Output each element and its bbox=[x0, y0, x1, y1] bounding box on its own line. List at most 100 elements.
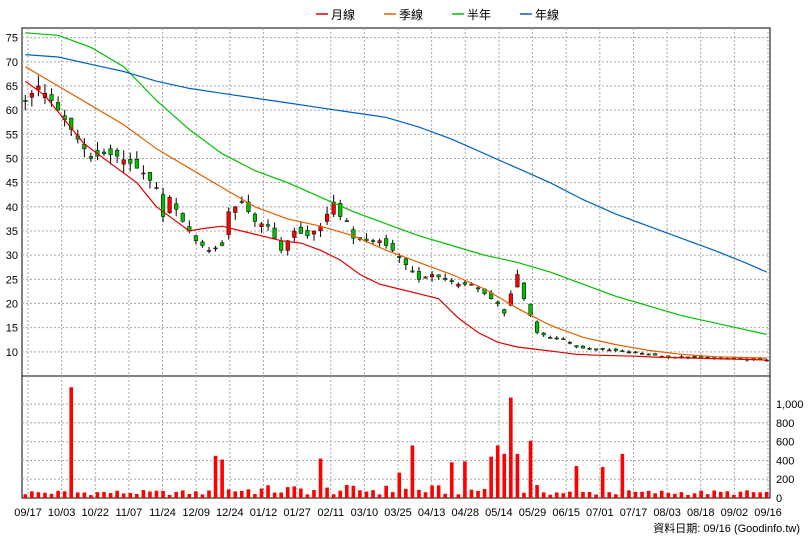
ma-line bbox=[25, 54, 767, 273]
candle-body bbox=[305, 230, 310, 237]
price-tick-label: 20 bbox=[6, 299, 18, 311]
price-tick-label: 60 bbox=[6, 105, 18, 117]
volume-bar bbox=[187, 494, 192, 498]
candle-body bbox=[285, 240, 290, 251]
candle-body bbox=[541, 332, 546, 336]
candle-body bbox=[390, 243, 395, 251]
volume-bar bbox=[620, 453, 625, 498]
x-tick-label: 08/18 bbox=[687, 507, 715, 519]
ma-line bbox=[25, 32, 767, 335]
candle-body bbox=[462, 282, 467, 285]
volume-bar bbox=[574, 466, 579, 498]
volume-bar bbox=[581, 491, 585, 498]
volume-panel bbox=[21, 375, 771, 499]
candle-body bbox=[56, 102, 61, 111]
x-tick-label: 03/25 bbox=[384, 507, 412, 519]
price-panel bbox=[21, 27, 771, 377]
volume-bar bbox=[253, 494, 257, 498]
volume-tick-label: 800 bbox=[776, 418, 794, 430]
volume-bar bbox=[207, 490, 211, 498]
volume-bar bbox=[279, 492, 283, 498]
price-tick-label: 55 bbox=[6, 129, 18, 141]
candle-body bbox=[574, 345, 579, 348]
volume-bar bbox=[174, 491, 178, 498]
candle-body bbox=[607, 349, 612, 352]
x-tick-label: 10/22 bbox=[82, 507, 110, 519]
volume-bar bbox=[23, 494, 28, 498]
volume-bar bbox=[666, 492, 671, 498]
candle-body bbox=[613, 348, 618, 351]
volume-bar bbox=[56, 490, 60, 498]
candle-body bbox=[239, 201, 244, 203]
volume-bar bbox=[535, 485, 539, 498]
price-tick-label: 65 bbox=[6, 81, 18, 93]
x-tick-label: 07/01 bbox=[586, 507, 614, 519]
candle-body bbox=[213, 247, 218, 250]
candle-body bbox=[620, 350, 625, 353]
x-tick-label: 12/09 bbox=[182, 507, 210, 519]
candle-body bbox=[626, 351, 631, 354]
volume-bar bbox=[699, 490, 703, 498]
legend-label: 月線 bbox=[331, 7, 355, 22]
volume-tick-label: 600 bbox=[776, 437, 794, 449]
candle-body bbox=[456, 283, 461, 287]
volume-bar bbox=[659, 490, 664, 498]
candle-body bbox=[449, 280, 454, 283]
candle-body bbox=[580, 345, 586, 349]
price-tick-label: 45 bbox=[6, 178, 18, 190]
candle-body bbox=[646, 353, 651, 356]
volume-bar bbox=[82, 492, 87, 498]
candle-body bbox=[193, 235, 198, 241]
candle-body bbox=[69, 117, 74, 130]
candle-body bbox=[246, 201, 251, 212]
volume-bar bbox=[240, 491, 244, 498]
volume-bar bbox=[443, 493, 448, 498]
candle-body bbox=[416, 271, 422, 280]
volume-bar bbox=[725, 491, 730, 498]
candle-body bbox=[377, 240, 382, 243]
volume-bar bbox=[154, 490, 159, 498]
volume-bar bbox=[259, 488, 264, 498]
candle-body bbox=[272, 227, 277, 239]
x-tick-label: 10/03 bbox=[48, 507, 76, 519]
candle-body bbox=[154, 187, 159, 189]
volume-bar bbox=[633, 491, 638, 498]
volume-bar bbox=[640, 491, 644, 498]
candle-body bbox=[344, 220, 349, 222]
candle-body bbox=[292, 230, 297, 238]
volume-bar bbox=[522, 492, 526, 498]
candle-body bbox=[351, 229, 356, 239]
volume-bar bbox=[430, 485, 434, 498]
candle-body bbox=[23, 100, 28, 102]
candle-body bbox=[101, 151, 107, 154]
candle-body bbox=[311, 230, 317, 235]
volume-bar bbox=[299, 488, 303, 498]
volume-bar bbox=[607, 492, 612, 498]
volume-bar bbox=[200, 494, 205, 498]
candle-body bbox=[364, 238, 369, 241]
volume-bar bbox=[305, 494, 310, 498]
x-tick-label: 09/17 bbox=[14, 507, 42, 519]
volume-bar bbox=[390, 492, 395, 498]
volume-bar bbox=[161, 490, 165, 498]
x-tick-label: 03/10 bbox=[351, 507, 379, 519]
candle-body bbox=[338, 203, 343, 217]
volume-bar bbox=[751, 492, 756, 498]
candle-body bbox=[298, 226, 303, 234]
volume-bar bbox=[528, 440, 533, 498]
volume-bar bbox=[548, 494, 552, 498]
candle-body bbox=[410, 270, 415, 273]
legend-label: 年線 bbox=[535, 7, 559, 22]
legend-label: 半年 bbox=[467, 8, 491, 22]
volume-bar bbox=[89, 495, 93, 498]
volume-bar bbox=[476, 491, 480, 498]
candle-body bbox=[226, 211, 231, 236]
candle-body bbox=[134, 158, 139, 169]
volume-bar bbox=[49, 493, 54, 498]
candle-body bbox=[443, 278, 448, 280]
price-tick-label: 40 bbox=[6, 202, 18, 214]
price-tick-label: 30 bbox=[6, 250, 18, 262]
candle-body bbox=[200, 241, 205, 246]
volume-bar bbox=[69, 387, 74, 498]
candle-body bbox=[692, 356, 697, 358]
